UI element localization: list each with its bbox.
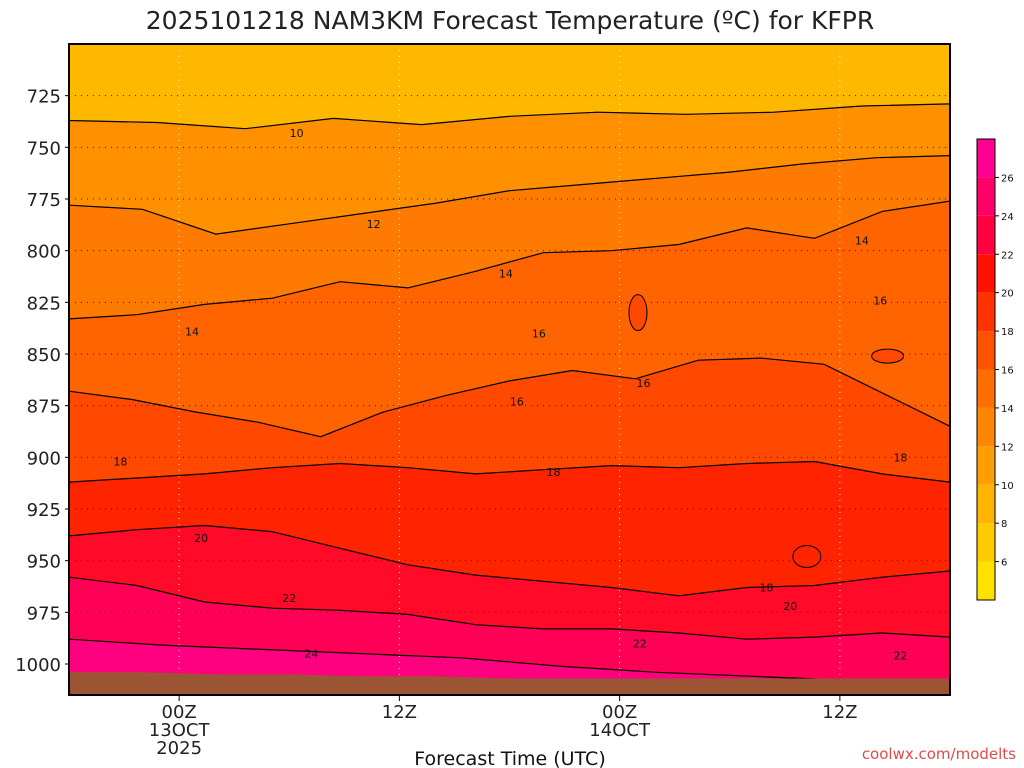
contour-label: 18 bbox=[113, 455, 127, 468]
contour-cell bbox=[628, 294, 648, 332]
credit-text: coolwx.com/modelts bbox=[862, 745, 1016, 763]
y-tick-label: 750 bbox=[27, 138, 61, 159]
contour-line-14 bbox=[69, 200, 950, 320]
colorbar-label: 20 bbox=[1001, 289, 1014, 300]
contour-label: 20 bbox=[783, 600, 797, 613]
colorbar-label: 26 bbox=[1001, 173, 1014, 184]
colorbar-segment bbox=[977, 561, 995, 600]
x-tick-label: 12Z bbox=[382, 702, 417, 723]
contour-label: 14 bbox=[185, 325, 199, 338]
contour-label: 22 bbox=[893, 650, 907, 663]
y-tick-label: 825 bbox=[27, 293, 61, 314]
temperature-band-7 bbox=[69, 525, 950, 640]
colorbar-label: 8 bbox=[1001, 519, 1007, 530]
contour-line-24 bbox=[69, 638, 950, 690]
x-tick-label: 13OCT bbox=[149, 720, 211, 741]
colorbar-label: 6 bbox=[1001, 558, 1007, 569]
colorbar-label: 22 bbox=[1001, 250, 1014, 261]
colorbar-segment bbox=[977, 407, 995, 447]
contour-label: 18 bbox=[893, 451, 907, 464]
y-tick-label: 925 bbox=[27, 500, 61, 521]
contour-label: 18 bbox=[759, 582, 773, 595]
chart-title: 2025101218 NAM3KM Forecast Temperature (… bbox=[146, 6, 874, 35]
colorbar-label: 18 bbox=[1001, 327, 1014, 338]
contour-label: 18 bbox=[547, 466, 561, 479]
colorbar-segment bbox=[977, 331, 995, 370]
colorbar-segment bbox=[977, 484, 995, 524]
contour-cell bbox=[871, 348, 905, 364]
contour-label: 16 bbox=[873, 294, 887, 307]
x-axis: 00Z13OCT202512Z00Z14OCT12Z00Z15OCT bbox=[149, 695, 858, 759]
colorbar-label: 14 bbox=[1001, 404, 1014, 415]
y-tick-label: 800 bbox=[27, 242, 61, 263]
colorbar-label: 12 bbox=[1001, 442, 1014, 453]
contour-line-16 bbox=[69, 357, 950, 438]
x-axis-label: Forecast Time (UTC) bbox=[414, 748, 605, 768]
x-tick-label: 12Z bbox=[822, 702, 857, 723]
y-tick-label: 1000 bbox=[15, 655, 61, 676]
colorbar-segment bbox=[977, 254, 995, 293]
contour-label: 16 bbox=[636, 377, 650, 390]
x-tick-label: 14OCT bbox=[589, 720, 651, 741]
y-tick-label: 975 bbox=[27, 603, 61, 624]
colorbar-segment bbox=[977, 215, 995, 255]
y-tick-label: 725 bbox=[27, 87, 61, 108]
x-tick-label: 00Z bbox=[162, 702, 197, 723]
contour-line-18 bbox=[69, 460, 950, 483]
temperature-band-3 bbox=[69, 155, 950, 319]
y-tick-label: 850 bbox=[27, 345, 61, 366]
colorbar-segment bbox=[977, 523, 995, 562]
contour-line-12 bbox=[69, 155, 950, 235]
y-tick-label: 875 bbox=[27, 397, 61, 418]
contour-label: 16 bbox=[510, 396, 524, 409]
grid-layer bbox=[69, 44, 950, 695]
temperature-band-5 bbox=[69, 358, 950, 483]
plot-frame bbox=[68, 43, 951, 696]
contour-label: 10 bbox=[290, 127, 304, 140]
y-tick-label: 900 bbox=[27, 448, 61, 469]
contour-label: 24 bbox=[304, 648, 318, 661]
ground-layer bbox=[69, 672, 950, 695]
contour-label: 14 bbox=[499, 267, 513, 280]
temperature-band-6 bbox=[69, 461, 950, 596]
contour-line-10 bbox=[69, 103, 950, 130]
colorbar-segment bbox=[977, 292, 995, 332]
colorbar-segment bbox=[977, 369, 995, 408]
temperature-band-1 bbox=[69, 44, 950, 129]
temperature-band-8 bbox=[69, 577, 950, 689]
colorbar-label: 24 bbox=[1001, 212, 1014, 223]
colorbar-label: 16 bbox=[1001, 366, 1014, 377]
contour-line-20 bbox=[69, 524, 950, 597]
contour-label: 16 bbox=[532, 327, 546, 340]
colorbar-segment bbox=[977, 446, 995, 485]
temperature-band-2 bbox=[69, 103, 950, 235]
y-tick-label: 775 bbox=[27, 190, 61, 211]
x-tick-label: 00Z bbox=[602, 702, 637, 723]
contour-label: 22 bbox=[633, 637, 647, 650]
contour-label: 14 bbox=[855, 234, 869, 247]
ground-surface bbox=[69, 672, 950, 695]
contour-label: 20 bbox=[194, 532, 208, 545]
colorbar-segment bbox=[977, 139, 995, 178]
colorbar-label: 10 bbox=[1001, 481, 1014, 492]
contour-label: 22 bbox=[282, 592, 296, 605]
contour-label-layer: 1012141416161618182022242220181614121822 bbox=[113, 127, 907, 663]
colorbar-segment bbox=[977, 177, 995, 216]
contour-cell bbox=[792, 545, 822, 569]
y-tick-label: 950 bbox=[27, 552, 61, 573]
contour-line-22 bbox=[69, 576, 950, 640]
contour-label: 12 bbox=[367, 218, 381, 231]
y-axis: 725 750 775 800 825 850 875 900 925 950 975 1000 bbox=[15, 87, 69, 676]
x-tick-label: 2025 bbox=[156, 738, 202, 759]
contour-layer bbox=[69, 103, 950, 690]
temperature-band-4 bbox=[69, 201, 950, 437]
colorbar: 6 8 10 12 14 16 18 20 22 24 26 bbox=[976, 138, 1014, 601]
